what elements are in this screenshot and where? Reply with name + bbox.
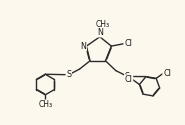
Text: CH₃: CH₃ <box>38 100 52 109</box>
Text: Cl: Cl <box>163 69 171 78</box>
Text: Cl: Cl <box>124 39 132 48</box>
Text: N: N <box>80 42 86 51</box>
Text: CH₃: CH₃ <box>95 20 109 30</box>
Text: S: S <box>66 70 71 79</box>
Text: S: S <box>125 72 130 81</box>
Text: Cl: Cl <box>125 75 133 84</box>
Text: N: N <box>97 28 103 37</box>
